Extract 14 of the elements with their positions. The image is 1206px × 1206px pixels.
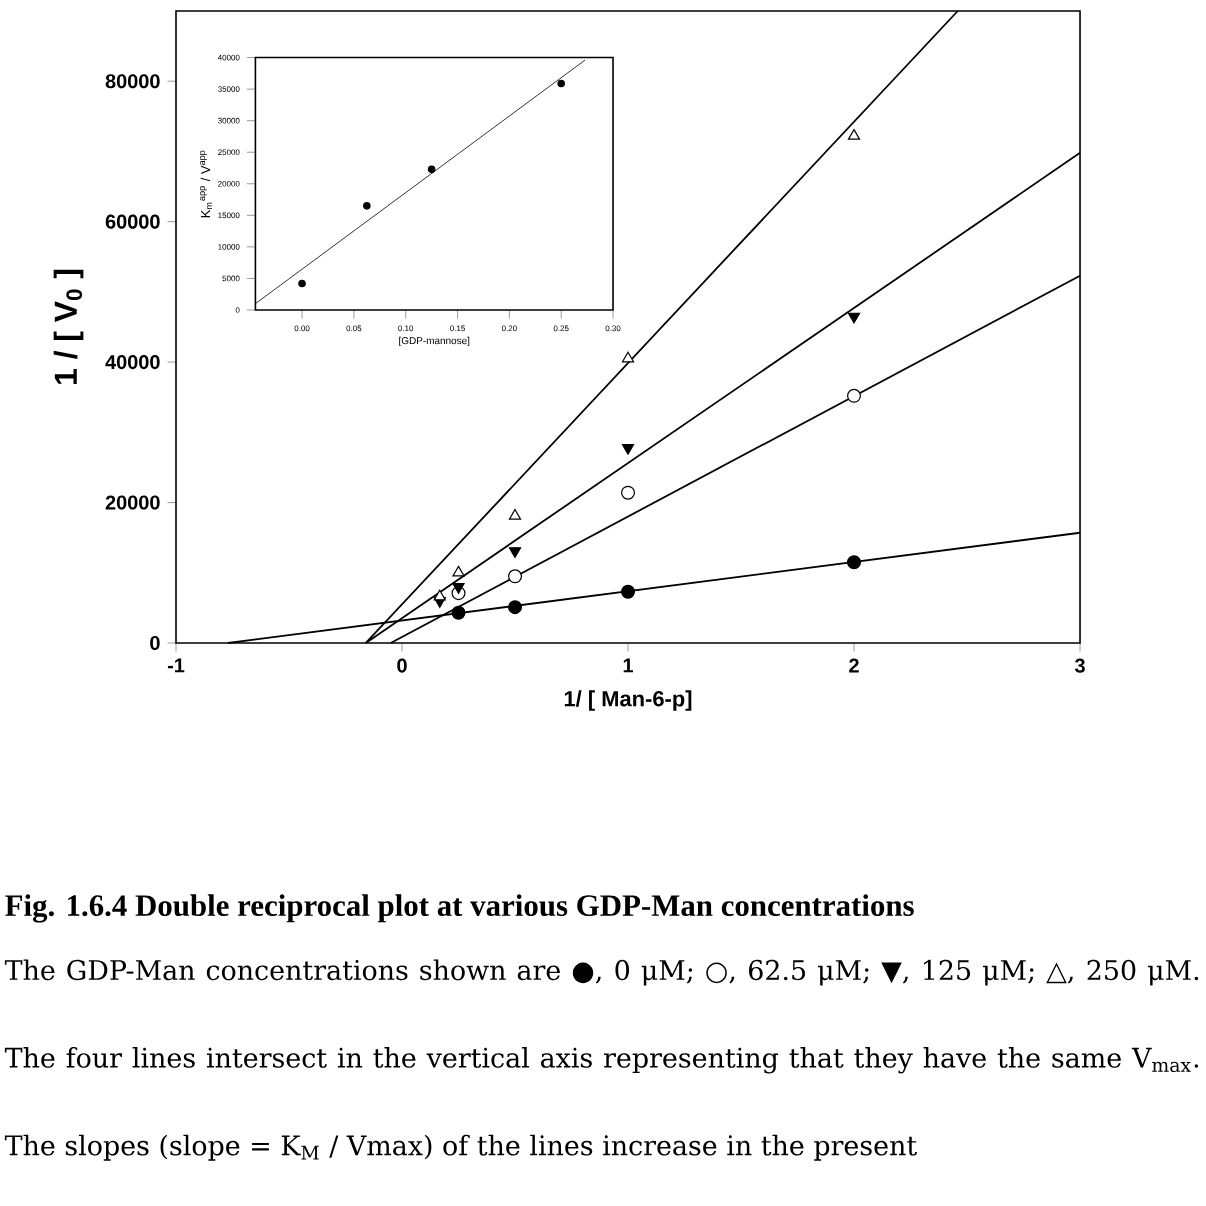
x-tick-label: 2 <box>849 658 859 673</box>
x-tick-label: -1 <box>167 658 185 673</box>
x-axis-title: 1/ [ Man-6-p] <box>564 690 692 711</box>
y-tick-label: 0 <box>150 635 160 651</box>
y-tick-label: 40000 <box>105 355 160 370</box>
y-tick-label: 20000 <box>105 495 160 510</box>
y-axis-title: 1 / [ V$_{0}$ ] <box>53 269 84 384</box>
y-tick-label: 80000 <box>105 74 160 89</box>
x-tick-label: 1 <box>623 658 633 673</box>
y-tick-label: 60000 <box>105 214 160 229</box>
text: The GDP-Man concentrations shown are ●, 0 μM; ○, 62.5 μM; ▼, 125 μM; △, 250 μM. The four lines intersect in the vertical axis representing that they have the same V$_{max}$. The slopes (slope = K$_{M}$ / Vmax) of the lines increase in the present <box>4 959 1199 1161</box>
x-tick-label: 3 <box>1074 658 1085 673</box>
caption: Fig. 1.6.4 Double reciprocal plot at various GDP-Man concentrations <box>5 894 914 923</box>
x-tick-label: 0 <box>397 658 407 673</box>
